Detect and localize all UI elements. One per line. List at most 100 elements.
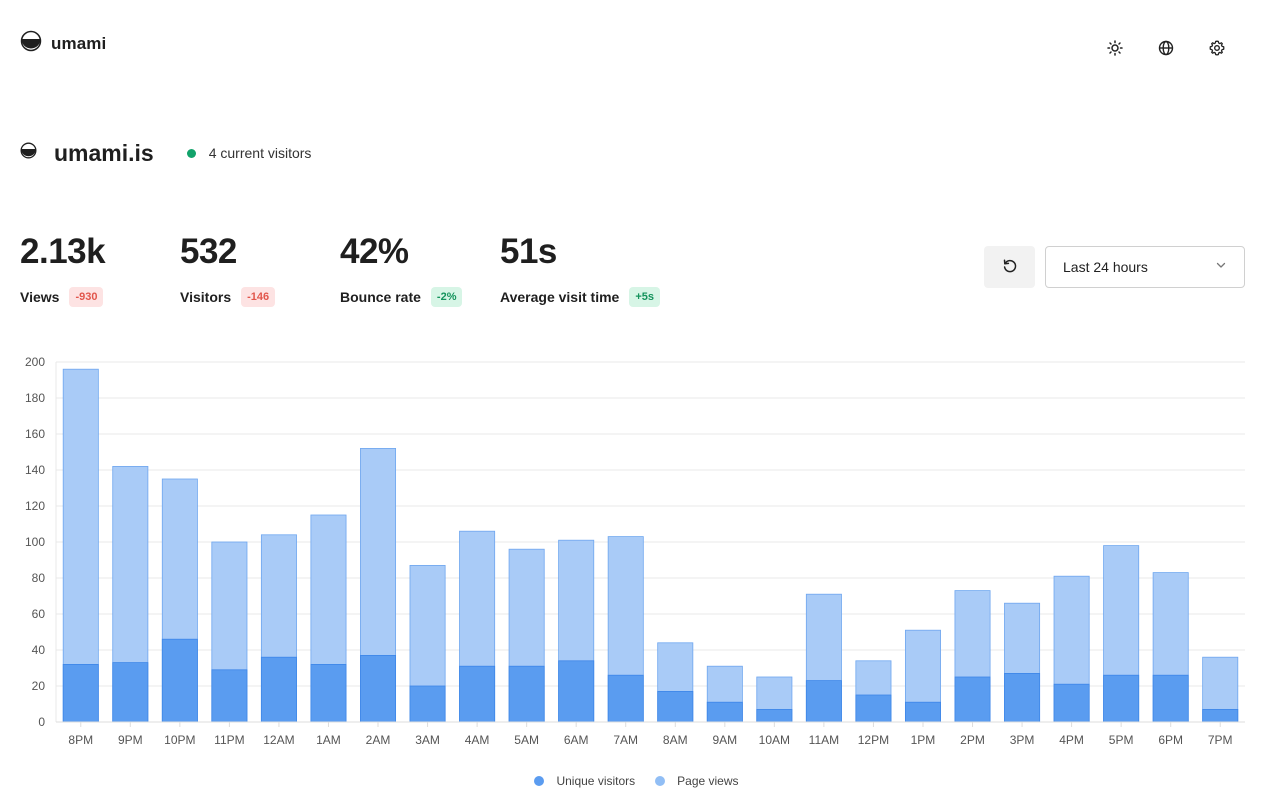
legend-label: Unique visitors [556, 774, 636, 788]
bar-unique-visitors[interactable] [954, 676, 991, 723]
x-tick-label: 7AM [613, 733, 638, 747]
brand[interactable]: umami [20, 30, 106, 57]
y-tick-label: 180 [25, 391, 45, 405]
umami-logo-icon [20, 30, 42, 57]
y-tick-label: 140 [25, 463, 45, 477]
settings-button[interactable] [1204, 38, 1229, 63]
bar-unique-visitors[interactable] [459, 665, 496, 723]
metric-average-visit-time: 51s Average visit time +5s [500, 230, 700, 310]
y-tick-label: 120 [25, 499, 45, 513]
change-badge: -930 [69, 287, 104, 307]
x-tick-label: 9PM [118, 733, 143, 747]
x-tick-label: 6AM [564, 733, 589, 747]
refresh-icon [1002, 258, 1018, 277]
legend-label: Page views [677, 774, 739, 788]
y-tick-label: 80 [32, 571, 46, 585]
x-tick-label: 11PM [214, 733, 244, 747]
x-tick-label: 1AM [316, 733, 341, 747]
x-tick-label: 1PM [911, 733, 936, 747]
x-tick-label: 12AM [263, 733, 294, 747]
x-tick-label: 5PM [1109, 733, 1134, 747]
x-tick-label: 8AM [663, 733, 688, 747]
sun-icon [1106, 40, 1123, 61]
x-tick-label: 7PM [1208, 733, 1233, 747]
chart-legend: Unique visitors Page views [0, 774, 1273, 788]
date-range-select[interactable]: Last 24 hours [1045, 246, 1245, 288]
x-tick-label: 12PM [858, 733, 889, 747]
bar-unique-visitors[interactable] [756, 708, 793, 723]
x-tick-label: 3AM [415, 733, 440, 747]
gear-icon [1209, 40, 1225, 61]
bar-unique-visitors[interactable] [62, 663, 99, 723]
app-header: umami [0, 0, 1273, 90]
pageviews-chart: 0 20 40 60 80 100 120 140 160 180 200 8PM 9PM 10PM 11P… [0, 350, 1273, 760]
bar-unique-visitors[interactable] [607, 674, 644, 723]
change-badge: -146 [241, 287, 276, 307]
legend-swatch [534, 776, 545, 786]
refresh-button[interactable] [984, 246, 1035, 288]
brand-name: umami [51, 33, 107, 53]
x-tick-label: 3PM [1010, 733, 1035, 747]
metric-value: 51s [500, 232, 557, 271]
metric-value: 532 [180, 232, 237, 271]
metric-value: 42% [340, 232, 409, 271]
bar-unique-visitors[interactable] [409, 685, 446, 723]
y-tick-label: 40 [32, 643, 46, 657]
site-favicon-icon [20, 142, 37, 164]
x-tick-label: 10PM [164, 733, 195, 747]
bar-unique-visitors[interactable] [1004, 672, 1041, 723]
current-visitors[interactable]: 4 current visitors [208, 145, 312, 161]
bar-unique-visitors[interactable] [508, 665, 545, 723]
bar-unique-visitors[interactable] [706, 701, 743, 723]
x-tick-label: 9AM [712, 733, 737, 747]
change-badge: -2% [430, 287, 463, 307]
theme-toggle-button[interactable] [1102, 38, 1127, 63]
site-name[interactable]: umami.is [54, 139, 154, 166]
bar-unique-visitors[interactable] [360, 654, 397, 723]
x-tick-label: 6PM [1158, 733, 1183, 747]
change-badge: +5s [629, 287, 660, 307]
bar-unique-visitors[interactable] [558, 660, 595, 723]
globe-icon [1158, 40, 1174, 61]
metric-bounce-rate: 42% Bounce rate -2% [340, 230, 500, 310]
y-tick-label: 0 [38, 715, 45, 729]
bar-unique-visitors[interactable] [161, 638, 198, 723]
bar-unique-visitors[interactable] [855, 694, 892, 723]
bar-page-views[interactable] [62, 368, 99, 723]
y-tick-label: 200 [25, 355, 45, 369]
metric-label: Average visit time [500, 289, 620, 305]
y-tick-label: 20 [32, 679, 46, 693]
metric-value: 2.13k [20, 232, 106, 271]
bar-unique-visitors[interactable] [657, 690, 694, 723]
legend-page-views[interactable]: Page views [655, 774, 739, 788]
y-tick-label: 100 [25, 535, 45, 549]
live-indicator-icon [186, 148, 196, 158]
metric-visitors: 532 Visitors -146 [180, 230, 340, 310]
bar-unique-visitors[interactable] [904, 701, 941, 723]
bar-unique-visitors[interactable] [1152, 674, 1189, 723]
metrics-bar: 2.13k Views -930 532 Visitors -146 42% B… [20, 230, 700, 310]
legend-swatch [655, 776, 666, 786]
metric-views: 2.13k Views -930 [20, 230, 180, 310]
x-tick-label: 8PM [68, 733, 93, 747]
bar-unique-visitors[interactable] [310, 663, 347, 723]
filter-controls: Last 24 hours [984, 246, 1245, 288]
x-tick-label: 4PM [1059, 733, 1084, 747]
bar-unique-visitors[interactable] [1202, 708, 1239, 723]
bar-unique-visitors[interactable] [1103, 674, 1140, 723]
metric-label: Bounce rate [340, 289, 421, 305]
bar-unique-visitors[interactable] [805, 680, 842, 723]
language-button[interactable] [1153, 38, 1178, 63]
header-toolbar [1102, 38, 1229, 63]
bar-unique-visitors[interactable] [112, 662, 149, 723]
metric-label: Views [20, 289, 60, 305]
bar-unique-visitors[interactable] [211, 669, 248, 723]
bar-unique-visitors[interactable] [1053, 683, 1090, 723]
website-header: umami.is 4 current visitors [20, 138, 311, 168]
x-tick-label: 2AM [366, 733, 391, 747]
x-tick-label: 2PM [960, 733, 985, 747]
bar-unique-visitors[interactable] [260, 656, 297, 723]
chart-svg: 0 20 40 60 80 100 120 140 160 180 200 8PM 9PM 10PM 11P… [25, 355, 1245, 747]
x-tick-label: 11AM [809, 733, 839, 747]
legend-unique-visitors[interactable]: Unique visitors [534, 774, 635, 788]
